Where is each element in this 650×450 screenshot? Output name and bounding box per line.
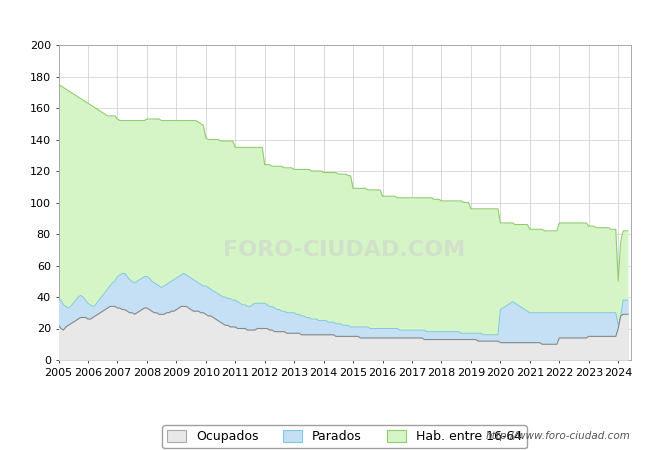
Text: http://www.foro-ciudad.com: http://www.foro-ciudad.com xyxy=(486,431,630,441)
Text: FORO-CIUDAD.COM: FORO-CIUDAD.COM xyxy=(224,240,465,260)
Legend: Ocupados, Parados, Hab. entre 16-64: Ocupados, Parados, Hab. entre 16-64 xyxy=(162,425,526,448)
Text: Arrabalde - Evolucion de la poblacion en edad de Trabajar Mayo de 2024: Arrabalde - Evolucion de la poblacion en… xyxy=(83,14,567,27)
